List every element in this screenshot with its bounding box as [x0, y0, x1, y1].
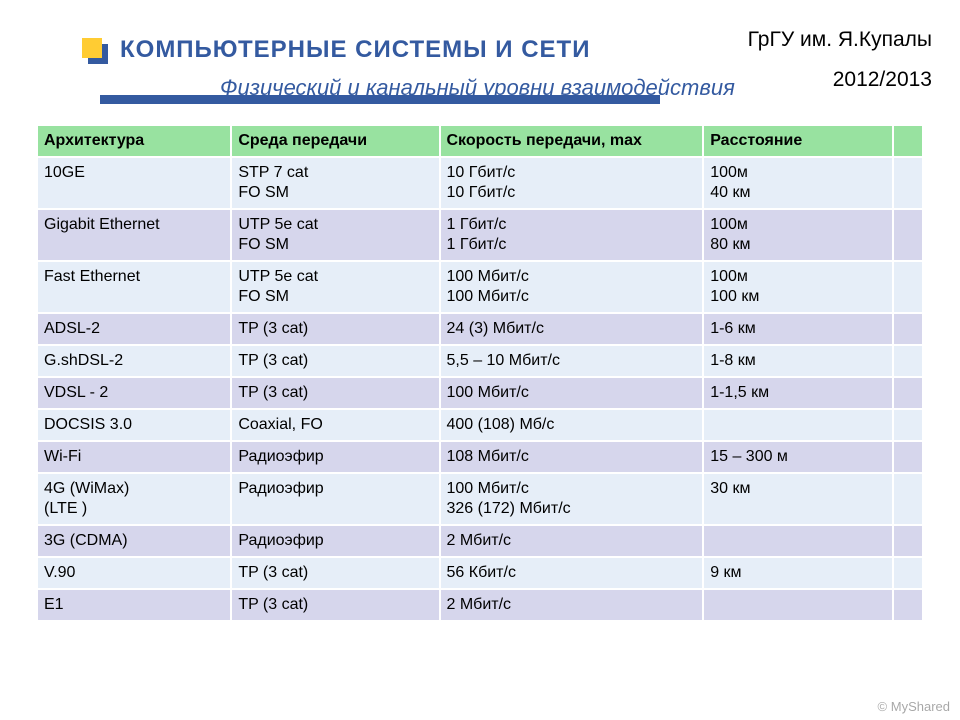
table-cell: 3G (CDMA) — [37, 525, 231, 557]
table-cell: TP (3 cat) — [231, 589, 439, 621]
table-cell: TP (3 cat) — [231, 313, 439, 345]
table-row: 10GESTP 7 cat FO SM10 Гбит/с 10 Гбит/с10… — [37, 157, 923, 209]
table-cell: 9 км — [703, 557, 893, 589]
table-cell: 108 Мбит/с — [440, 441, 704, 473]
table-cell: Gigabit Ethernet — [37, 209, 231, 261]
table-row: 3G (CDMA)Радиоэфир2 Мбит/с — [37, 525, 923, 557]
table-cell: Радиоэфир — [231, 525, 439, 557]
table-cell: 56 Кбит/с — [440, 557, 704, 589]
table-cell — [703, 589, 893, 621]
table-cell: 1-8 км — [703, 345, 893, 377]
table-cell: V.90 — [37, 557, 231, 589]
title-block: КОМПЬЮТЕРНЫЕ СИСТЕМЫ И СЕТИ Физический и… — [20, 12, 940, 104]
table-cell — [893, 157, 923, 209]
table-cell: E1 — [37, 589, 231, 621]
table-row: VDSL - 2TP (3 cat)100 Мбит/с1-1,5 км — [37, 377, 923, 409]
table-cell: TP (3 cat) — [231, 345, 439, 377]
watermark: © MyShared — [878, 699, 950, 714]
table-cell: UTP 5e cat FO SM — [231, 261, 439, 313]
table-body: 10GESTP 7 cat FO SM10 Гбит/с 10 Гбит/с10… — [37, 157, 923, 621]
table-cell: 1-6 км — [703, 313, 893, 345]
table-header-cell: Архитектура — [37, 125, 231, 157]
table-cell: 10GE — [37, 157, 231, 209]
title-bullet-icon — [82, 38, 112, 68]
subtitle-wrap: Физический и канальный уровни взаимодейс… — [120, 70, 940, 104]
table-cell — [893, 525, 923, 557]
table-cell: Wi-Fi — [37, 441, 231, 473]
page-subtitle: Физический и канальный уровни взаимодейс… — [220, 75, 735, 101]
table-row: V.90TP (3 cat)56 Кбит/с9 км — [37, 557, 923, 589]
table-cell: 2 Мбит/с — [440, 589, 704, 621]
table-cell: 5,5 – 10 Мбит/с — [440, 345, 704, 377]
table-cell: Fast Ethernet — [37, 261, 231, 313]
slide: ГрГУ им. Я.Купалы 2012/2013 КОМПЬЮТЕРНЫЕ… — [0, 0, 960, 720]
table-cell — [893, 473, 923, 525]
table-cell — [893, 261, 923, 313]
table-cell: TP (3 cat) — [231, 557, 439, 589]
table-cell: ADSL-2 — [37, 313, 231, 345]
table-row: 4G (WiMax) (LTE )Радиоэфир100 Мбит/с 326… — [37, 473, 923, 525]
table-row: ADSL-2TP (3 cat)24 (3) Мбит/с1-6 км — [37, 313, 923, 345]
table-cell — [893, 345, 923, 377]
table-cell — [893, 313, 923, 345]
table-cell: 30 км — [703, 473, 893, 525]
table-cell: UTP 5e cat FO SM — [231, 209, 439, 261]
table-cell: 400 (108) Мб/с — [440, 409, 704, 441]
table-cell: 100 Мбит/с 100 Мбит/с — [440, 261, 704, 313]
table-cell — [703, 409, 893, 441]
table-row: G.shDSL-2TP (3 cat)5,5 – 10 Мбит/с1-8 км — [37, 345, 923, 377]
table-row: DOCSIS 3.0Coaxial, FO400 (108) Мб/с — [37, 409, 923, 441]
table-cell: 4G (WiMax) (LTE ) — [37, 473, 231, 525]
table-header-cell: Среда передачи — [231, 125, 439, 157]
table-cell: 100м 80 км — [703, 209, 893, 261]
page-title: КОМПЬЮТЕРНЫЕ СИСТЕМЫ И СЕТИ — [120, 30, 940, 64]
table-cell: G.shDSL-2 — [37, 345, 231, 377]
table-cell — [893, 409, 923, 441]
table-cell: 1-1,5 км — [703, 377, 893, 409]
table-cell: 100 Мбит/с — [440, 377, 704, 409]
table-cell: STP 7 cat FO SM — [231, 157, 439, 209]
table-cell — [893, 441, 923, 473]
table-cell: DOCSIS 3.0 — [37, 409, 231, 441]
table-cell — [703, 525, 893, 557]
table-cell: Coaxial, FO — [231, 409, 439, 441]
network-table: АрхитектураСреда передачиСкорость переда… — [36, 124, 924, 622]
table-head: АрхитектураСреда передачиСкорость переда… — [37, 125, 923, 157]
table-cell: 100м 100 км — [703, 261, 893, 313]
table-cell: Радиоэфир — [231, 441, 439, 473]
table-cell: 24 (3) Мбит/с — [440, 313, 704, 345]
table-cell: 10 Гбит/с 10 Гбит/с — [440, 157, 704, 209]
table-row: E1TP (3 cat)2 Мбит/с — [37, 589, 923, 621]
table-cell: 2 Мбит/с — [440, 525, 704, 557]
table-row: Gigabit EthernetUTP 5e cat FO SM1 Гбит/с… — [37, 209, 923, 261]
table-cell: Радиоэфир — [231, 473, 439, 525]
table-header-cell: Скорость передачи, max — [440, 125, 704, 157]
table-header-cell — [893, 125, 923, 157]
table-cell: TP (3 cat) — [231, 377, 439, 409]
table-cell: VDSL - 2 — [37, 377, 231, 409]
table-cell: 1 Гбит/с 1 Гбит/с — [440, 209, 704, 261]
table-header-cell: Расстояние — [703, 125, 893, 157]
table-cell: 100 Мбит/с 326 (172) Мбит/с — [440, 473, 704, 525]
table-row: Fast EthernetUTP 5e cat FO SM100 Мбит/с … — [37, 261, 923, 313]
table-cell: 100м 40 км — [703, 157, 893, 209]
table-cell — [893, 377, 923, 409]
table-row: Wi-FiРадиоэфир108 Мбит/с15 – 300 м — [37, 441, 923, 473]
table-cell: 15 – 300 м — [703, 441, 893, 473]
table-cell — [893, 557, 923, 589]
table-cell — [893, 209, 923, 261]
table-cell — [893, 589, 923, 621]
